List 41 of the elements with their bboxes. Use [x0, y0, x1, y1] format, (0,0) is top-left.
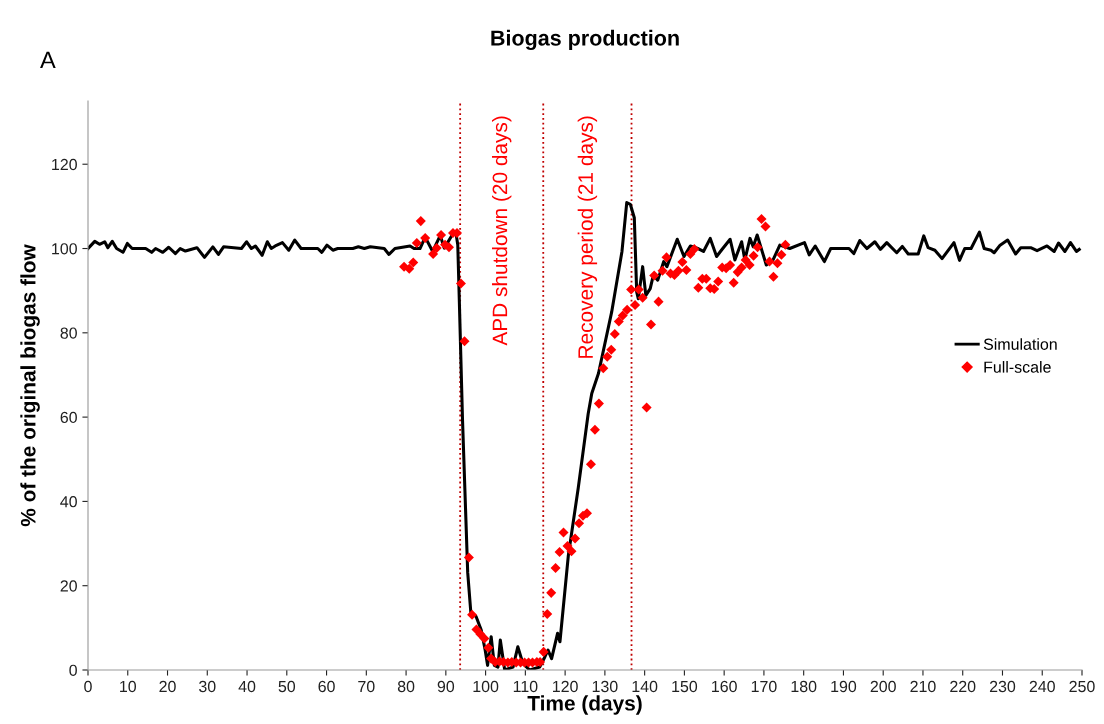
- x-tick-label: 240: [1029, 680, 1055, 693]
- x-tick-label: 160: [712, 680, 737, 693]
- x-tick-label: 220: [950, 680, 976, 693]
- x-tick-label: 80: [397, 680, 415, 693]
- x-tick-label: 200: [870, 680, 896, 693]
- x-tick-label: 130: [592, 680, 618, 693]
- x-tick-label: 100: [473, 680, 499, 693]
- x-tick-label: 250: [1069, 680, 1095, 693]
- x-tick-label: 170: [751, 680, 777, 693]
- x-tick-label: 90: [437, 680, 455, 693]
- x-tick-label: 70: [358, 680, 375, 693]
- x-tick-label: 230: [989, 680, 1016, 693]
- y-tick-label: 20: [60, 580, 77, 592]
- x-tick-label: 50: [278, 680, 296, 693]
- x-tick-label: 190: [831, 680, 857, 693]
- ref-line-label: APD shutdown (20 days): [491, 116, 512, 346]
- x-tick-label: 30: [199, 680, 216, 693]
- x-tick-label: 0: [84, 680, 92, 693]
- y-tick-label: 120: [52, 158, 77, 171]
- x-tick-label: 40: [238, 680, 256, 693]
- x-tick-label: 20: [159, 680, 176, 693]
- y-tick-label: 100: [52, 243, 77, 255]
- legend-label: Full-scale: [984, 361, 1051, 373]
- x-tick-label: 140: [632, 680, 658, 693]
- x-tick-label: 110: [513, 680, 538, 693]
- x-tick-label: 210: [910, 680, 936, 693]
- chart-title: Biogas production: [491, 29, 679, 51]
- y-axis-title: % of the original biogas flow: [20, 244, 40, 527]
- x-tick-label: 60: [318, 680, 335, 693]
- y-tick-label: 40: [60, 496, 77, 508]
- legend-label: Simulation: [983, 338, 1057, 350]
- y-tick-label: 80: [60, 327, 77, 339]
- y-tick-label: 0: [69, 664, 77, 676]
- y-tick-label: 60: [60, 411, 77, 424]
- x-axis-title: Time (days): [527, 695, 642, 715]
- x-tick-label: 150: [672, 680, 698, 693]
- text: A: [40, 51, 56, 69]
- x-tick-label: 120: [553, 680, 578, 693]
- x-tick-label: 10: [120, 680, 137, 693]
- ref-line-label: Recovery period (21 days): [577, 116, 598, 358]
- x-tick-label: 180: [791, 680, 817, 693]
